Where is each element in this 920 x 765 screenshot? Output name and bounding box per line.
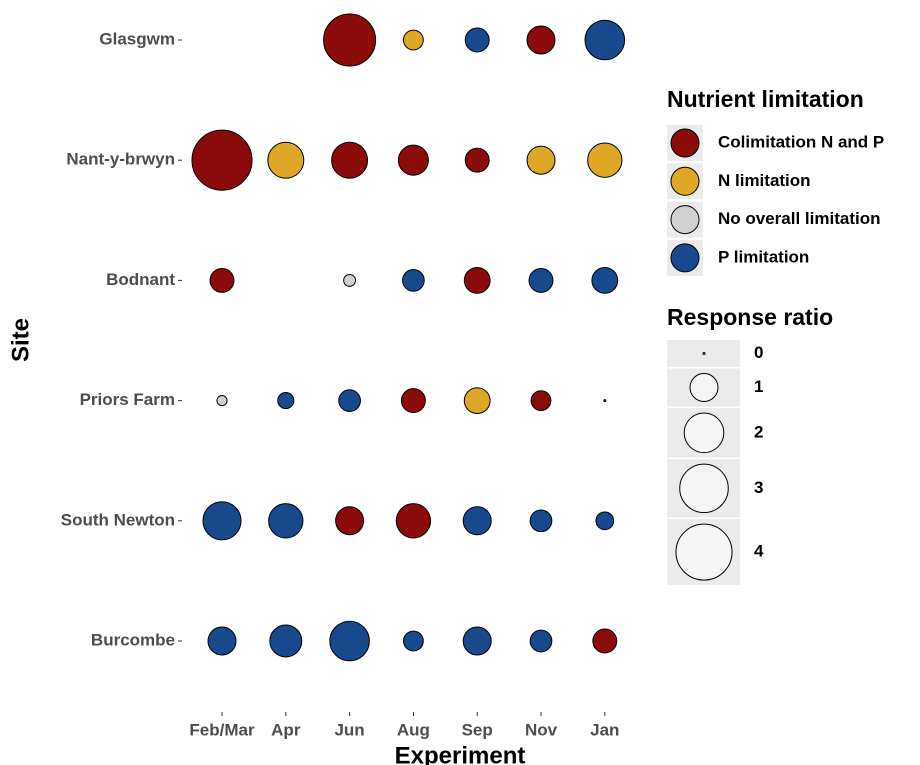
- bubble: [400, 388, 426, 414]
- legend-label: P limitation: [718, 247, 809, 266]
- bubble: [397, 144, 429, 176]
- x-tick-label: Nov: [525, 720, 558, 739]
- bubble: [464, 27, 490, 53]
- bubble: [268, 503, 304, 539]
- size-legend-key: [702, 352, 706, 355]
- bubble: [592, 628, 618, 654]
- legend-key: [670, 205, 700, 235]
- bubble: [462, 626, 492, 656]
- bubble: [207, 626, 237, 656]
- color-legend-title: Nutrient limitation: [667, 86, 864, 112]
- size-legend-label: 2: [754, 422, 763, 441]
- bubble: [343, 273, 357, 287]
- bubble: [587, 142, 623, 178]
- size-legend-label: 3: [754, 478, 763, 497]
- bubble: [529, 629, 553, 653]
- bubble: [584, 19, 626, 61]
- bubble: [267, 141, 305, 179]
- size-legend-key: [679, 463, 729, 514]
- bubble: [402, 269, 425, 292]
- bubble: [395, 503, 432, 539]
- bubble: [462, 506, 492, 536]
- size-legend-label: 4: [754, 542, 764, 561]
- size-legend-title: Response ratio: [667, 304, 833, 330]
- size-legend-label: 0: [754, 343, 763, 362]
- size-legend-key: [689, 373, 719, 402]
- x-tick-label: Apr: [271, 720, 301, 739]
- size-legend-key: [675, 523, 733, 581]
- y-tick-label: Priors Farm: [80, 390, 175, 409]
- x-axis-title: Experiment: [395, 742, 526, 765]
- x-tick-label: Jan: [590, 720, 619, 739]
- legend-key: [670, 128, 700, 158]
- bubble: [595, 511, 615, 531]
- legend-key: [670, 243, 700, 273]
- bubble: [403, 29, 424, 51]
- size-legend-label: 1: [754, 377, 763, 396]
- x-tick-label: Sep: [462, 720, 493, 739]
- bubble: [403, 630, 424, 652]
- size-legend-key: [683, 412, 725, 454]
- bubble: [526, 25, 556, 55]
- y-axis-title: Site: [7, 318, 34, 362]
- bubble: [529, 509, 553, 533]
- bubble: [277, 392, 295, 410]
- bubble: [603, 399, 607, 403]
- bubble: [202, 501, 242, 541]
- legend-label: Colimitation N and P: [718, 132, 884, 151]
- bubble: [191, 129, 253, 191]
- bubble: [329, 620, 370, 662]
- y-tick-label: Burcombe: [91, 630, 175, 649]
- bubble: [463, 387, 491, 415]
- bubble: [528, 267, 554, 293]
- legend-label: N limitation: [718, 171, 811, 190]
- bubble: [464, 147, 490, 173]
- bubble: [323, 13, 377, 67]
- bubble: [526, 145, 556, 175]
- x-tick-label: Feb/Mar: [189, 720, 255, 739]
- y-tick-label: Glasgwm: [99, 29, 175, 48]
- bubble: [530, 390, 552, 411]
- legend-key: [670, 166, 700, 196]
- y-tick-label: Bodnant: [106, 270, 175, 289]
- x-tick-label: Aug: [397, 720, 430, 739]
- bubble: [463, 266, 491, 294]
- legend-label: No overall limitation: [718, 209, 880, 228]
- bubble: [269, 624, 303, 658]
- y-tick-label: Nant-y-brwyn: [66, 150, 175, 169]
- bubble: [209, 267, 235, 293]
- x-tick-label: Jun: [334, 720, 364, 739]
- bubble: [338, 389, 361, 412]
- y-tick-label: South Newton: [61, 510, 175, 529]
- bubble: [591, 266, 619, 294]
- bubble: [335, 506, 365, 536]
- bubble: [331, 141, 369, 179]
- bubble: [216, 395, 228, 407]
